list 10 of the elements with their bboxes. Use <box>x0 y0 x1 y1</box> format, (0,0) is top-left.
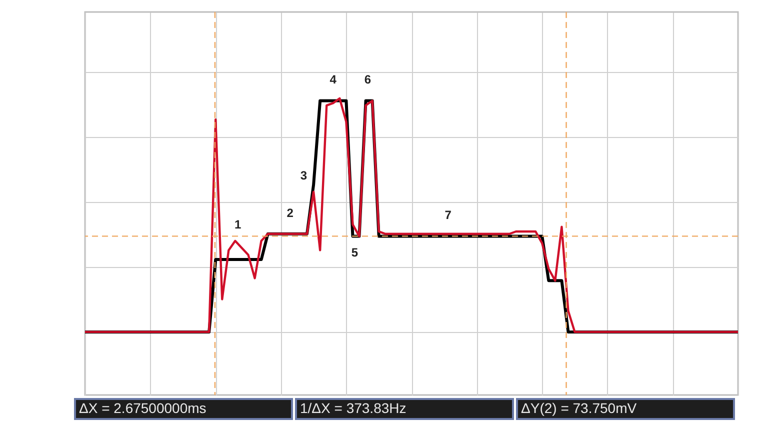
text: 6 <box>364 72 372 87</box>
text: ΔX = 2.67500000ms <box>79 400 206 416</box>
annotation: 7 <box>444 208 452 222</box>
text: 1/ΔX = 373.83Hz <box>300 400 406 416</box>
text: ΔY(2) = 73.750mV <box>521 400 638 416</box>
annotation: 2 <box>286 206 294 220</box>
annotation: 3 <box>300 168 308 182</box>
annotation: 5 <box>351 246 358 260</box>
annotation: 1 <box>234 218 242 232</box>
text: 4 <box>330 72 337 87</box>
